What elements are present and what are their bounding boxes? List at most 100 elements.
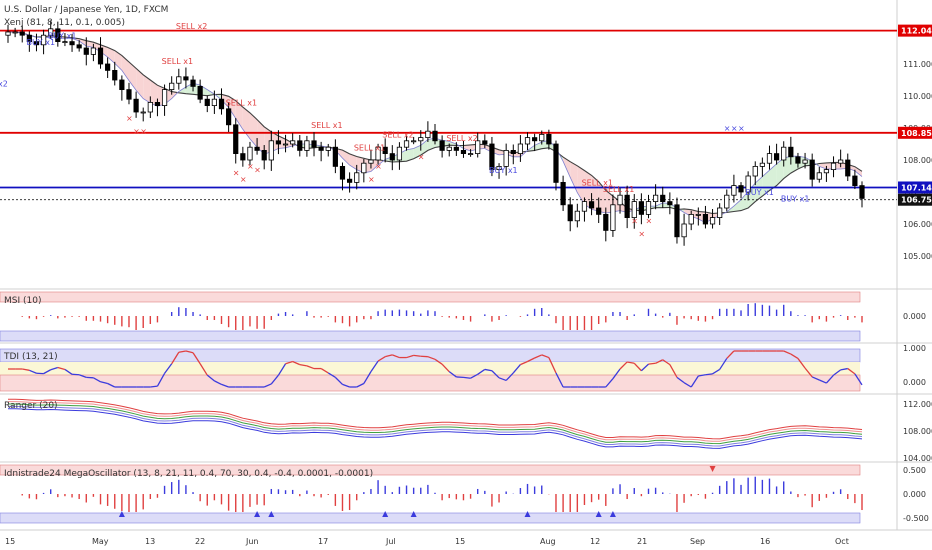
- candle-body[interactable]: [546, 133, 552, 145]
- candle-body[interactable]: [838, 159, 844, 164]
- candle-body[interactable]: [631, 201, 637, 219]
- candle-body[interactable]: [304, 140, 310, 151]
- candle-body[interactable]: [574, 210, 580, 222]
- candle-body[interactable]: [617, 194, 623, 206]
- tdi-title[interactable]: TDI (13, 21): [3, 352, 58, 362]
- candle-body[interactable]: [119, 79, 125, 90]
- candle-body[interactable]: [48, 28, 54, 36]
- candle-body[interactable]: [674, 204, 680, 238]
- candle-body[interactable]: [83, 47, 89, 55]
- candle-body[interactable]: [581, 201, 588, 212]
- candle-body[interactable]: [403, 140, 410, 148]
- candle-body[interactable]: [396, 146, 403, 161]
- price-axis[interactable]: 111.000110.000109.000108.000107.000106.0…: [898, 24, 932, 261]
- candle-body[interactable]: [290, 140, 296, 145]
- candle-body[interactable]: [816, 172, 822, 180]
- candle-body[interactable]: [55, 28, 61, 42]
- candle-body[interactable]: [745, 175, 751, 193]
- candle-body[interactable]: [638, 201, 644, 215]
- candle-body[interactable]: [282, 143, 289, 146]
- candle-body[interactable]: [169, 82, 175, 90]
- candle-body[interactable]: [339, 165, 346, 180]
- candle-body[interactable]: [105, 63, 111, 71]
- candle-body[interactable]: [161, 89, 168, 106]
- candle-body[interactable]: [588, 201, 595, 209]
- candle-body[interactable]: [830, 162, 837, 170]
- candle-body[interactable]: [126, 89, 132, 100]
- mega-oscillator-pane[interactable]: 0.500 0.000 -0.500: [8, 466, 929, 523]
- price-tag[interactable]: [898, 181, 932, 194]
- candle-body[interactable]: [467, 153, 474, 156]
- candle-body[interactable]: [240, 153, 246, 161]
- candle-body[interactable]: [418, 137, 424, 142]
- candle-body[interactable]: [425, 130, 431, 138]
- candle-body[interactable]: [731, 185, 737, 196]
- candle-body[interactable]: [346, 178, 353, 183]
- candle-body[interactable]: [12, 31, 18, 34]
- candle-body[interactable]: [766, 153, 773, 164]
- candle-body[interactable]: [133, 98, 139, 113]
- candle-body[interactable]: [318, 146, 324, 151]
- candle-body[interactable]: [389, 153, 395, 161]
- candle-body[interactable]: [411, 140, 417, 143]
- candle-body[interactable]: [795, 156, 801, 164]
- candle-body[interactable]: [809, 159, 815, 180]
- candle-body[interactable]: [667, 201, 673, 206]
- candle-body[interactable]: [26, 34, 32, 43]
- ranger-pane[interactable]: 112.000 108.000 104.000: [8, 398, 932, 463]
- price-tag[interactable]: [898, 24, 932, 37]
- candle-body[interactable]: [325, 146, 331, 151]
- candle-body[interactable]: [5, 31, 11, 36]
- candle-body[interactable]: [596, 207, 602, 215]
- candle-body[interactable]: [97, 47, 104, 65]
- candle-body[interactable]: [62, 41, 68, 43]
- candle-body[interactable]: [190, 79, 196, 87]
- candle-body[interactable]: [524, 137, 531, 145]
- candle-body[interactable]: [759, 162, 765, 167]
- candle-body[interactable]: [90, 47, 96, 55]
- candle-body[interactable]: [823, 169, 830, 174]
- candle-body[interactable]: [688, 213, 694, 225]
- candle-body[interactable]: [154, 102, 161, 107]
- candle-body[interactable]: [475, 140, 481, 155]
- time-axis[interactable]: 15 May 13 22 Jun 17 Jul 15 Aug 12 21 Sep 16 Oct: [5, 537, 849, 546]
- candle-body[interactable]: [752, 165, 758, 177]
- candle-body[interactable]: [204, 98, 210, 106]
- msi-title[interactable]: MSI (10): [4, 296, 41, 306]
- candle-body[interactable]: [19, 31, 25, 36]
- candle-body[interactable]: [539, 133, 545, 142]
- candle-body[interactable]: [247, 146, 253, 161]
- candle-body[interactable]: [275, 140, 282, 145]
- candle-body[interactable]: [695, 213, 701, 216]
- candle-body[interactable]: [354, 172, 360, 183]
- candle-body[interactable]: [332, 146, 338, 167]
- candle-body[interactable]: [702, 213, 709, 225]
- candle-body[interactable]: [183, 76, 189, 81]
- candle-body[interactable]: [624, 194, 630, 218]
- candle-body[interactable]: [69, 41, 75, 46]
- candle-body[interactable]: [859, 185, 865, 199]
- candle-body[interactable]: [211, 98, 217, 106]
- candle-body[interactable]: [140, 111, 146, 114]
- candle-body[interactable]: [774, 153, 780, 161]
- candle-body[interactable]: [112, 70, 118, 81]
- candle-body[interactable]: [645, 201, 652, 215]
- candle-body[interactable]: [382, 146, 388, 154]
- candle-body[interactable]: [603, 213, 609, 231]
- candle-body[interactable]: [453, 146, 459, 151]
- candle-body[interactable]: [560, 181, 566, 206]
- msi-pane[interactable]: 0.000: [8, 303, 926, 330]
- candle-body[interactable]: [724, 194, 730, 209]
- candle-body[interactable]: [361, 162, 367, 174]
- candle-body[interactable]: [311, 140, 317, 148]
- candle-body[interactable]: [439, 140, 445, 151]
- candle-body[interactable]: [297, 140, 303, 151]
- candle-body[interactable]: [717, 207, 723, 218]
- ranger-title[interactable]: Ranger (20): [4, 401, 58, 411]
- candle-body[interactable]: [197, 86, 203, 100]
- xenj-indicator-label[interactable]: Xenj (81, 8, 11, 0.1, 0.005): [4, 18, 125, 28]
- tdi-pane[interactable]: 1.000 0.000: [8, 344, 926, 388]
- candle-body[interactable]: [517, 143, 524, 154]
- candle-body[interactable]: [460, 149, 467, 154]
